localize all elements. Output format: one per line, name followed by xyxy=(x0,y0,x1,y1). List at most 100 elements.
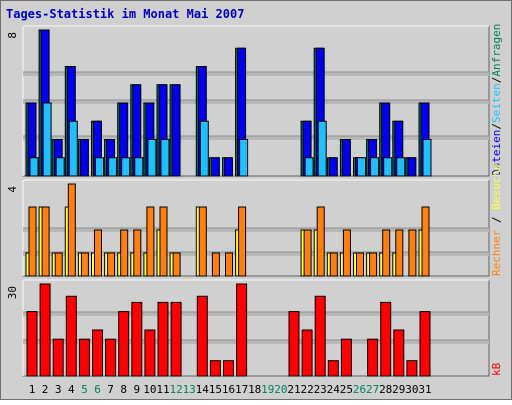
bar-seiten xyxy=(199,120,209,177)
bar-seiten xyxy=(108,157,118,177)
x-tick-label: 26 xyxy=(353,383,366,396)
bar-seiten xyxy=(396,157,406,177)
x-tick-label: 28 xyxy=(379,383,392,396)
bar-seiten xyxy=(68,120,78,177)
legend-anfragen: Anfragen xyxy=(490,24,503,77)
bar-rechner xyxy=(329,252,338,277)
bar-rechner xyxy=(41,206,50,277)
bar-kb xyxy=(78,338,90,377)
bar-rechner xyxy=(94,229,102,277)
x-tick-label: 21 xyxy=(287,383,300,396)
gridline-band xyxy=(23,72,489,76)
x-tick-label: 7 xyxy=(107,383,114,396)
x-tick-label: 13 xyxy=(183,383,196,396)
bar-rechner xyxy=(28,206,37,277)
bar-kb xyxy=(367,338,379,377)
bar-kb xyxy=(65,295,77,377)
x-tick-label: 17 xyxy=(235,383,248,396)
bar-kb xyxy=(52,338,64,377)
bar-kb xyxy=(301,329,313,377)
bar-rechner xyxy=(303,229,312,277)
x-tick-label: 20 xyxy=(274,383,287,396)
x-tick-label: 29 xyxy=(392,383,405,396)
bar-kb xyxy=(105,338,117,377)
bar-rechner xyxy=(356,252,364,277)
bar-rechner xyxy=(342,229,351,277)
x-tick-label: 8 xyxy=(120,383,127,396)
bar-seiten xyxy=(383,157,393,177)
bar-rechner xyxy=(382,229,391,277)
bar-rechner xyxy=(225,252,233,277)
bar-kb xyxy=(131,301,143,377)
legend-text: Dateien/Seiten/Anfragen xyxy=(490,24,503,176)
bar-rechner xyxy=(54,252,63,277)
bar-kb xyxy=(314,295,326,377)
bar-kb xyxy=(327,360,339,377)
x-tick-label: 12 xyxy=(169,383,182,396)
legend-seiten: Seiten xyxy=(490,83,503,123)
bar-seiten xyxy=(29,157,39,177)
bar-rechner xyxy=(67,183,76,277)
x-tick-label: 4 xyxy=(68,383,75,396)
bar-kb xyxy=(419,311,431,377)
x-tick-label: 2 xyxy=(42,383,49,396)
legend-dateien: Dateien xyxy=(490,130,503,176)
bar-seiten xyxy=(422,139,432,177)
x-tick-label: 16 xyxy=(222,383,235,396)
x-tick-label: 30 xyxy=(405,383,418,396)
bar-seiten xyxy=(95,157,104,177)
gridline-band xyxy=(23,340,489,344)
bar-seiten xyxy=(55,157,65,177)
legend-rechner: Rechner xyxy=(490,229,503,276)
x-tick-label: 27 xyxy=(366,383,379,396)
bar-kb xyxy=(380,301,392,377)
panel-middle: 4 xyxy=(6,179,490,277)
bar-rechner xyxy=(408,229,417,277)
bar-rechner xyxy=(395,229,404,277)
bar-kb xyxy=(39,283,51,377)
gridline-band xyxy=(23,252,489,256)
bar-kb xyxy=(288,311,300,377)
x-tick-label: 15 xyxy=(209,383,222,396)
bar-kb xyxy=(196,295,208,377)
gridline-band xyxy=(23,228,489,232)
bar-rechner xyxy=(316,206,325,277)
gridline-band xyxy=(23,136,489,140)
bar-rechner xyxy=(172,252,181,277)
bar-rechner xyxy=(159,206,168,277)
bar-kb xyxy=(92,329,103,377)
x-tick-label: 14 xyxy=(196,383,210,396)
legend-separator: / xyxy=(490,210,503,230)
chart-panels: 8 4 30 xyxy=(6,25,490,377)
bar-seiten xyxy=(134,157,144,177)
bar-rechner xyxy=(107,252,116,277)
bar-kb xyxy=(157,301,169,377)
x-tick-label: 6 xyxy=(94,383,101,396)
bar-rechner xyxy=(146,206,155,277)
bar-dateien xyxy=(171,84,181,177)
x-axis-day-labels: 1 2 3 4 5 6 7 8 9 10 11 12 13 14 15 16 17 18 19 20 21 22 23 24 2… xyxy=(29,383,432,396)
panel-top: 8 xyxy=(6,25,490,177)
bar-seiten xyxy=(121,157,131,177)
x-tick-label: 31 xyxy=(418,383,431,396)
bar-rechner xyxy=(211,252,220,277)
bar-dateien xyxy=(407,157,417,177)
bar-dateien xyxy=(341,139,351,177)
x-tick-label: 3 xyxy=(55,383,62,396)
x-tick-label: 11 xyxy=(156,383,169,396)
chart-title: Tages-Statistik im Monat Mai 2007 xyxy=(6,7,244,21)
x-tick-label: 18 xyxy=(248,383,261,396)
legend-top-panel: Dateien/Seiten/Anfragen xyxy=(490,24,503,176)
legend-besuche: Besuche xyxy=(490,163,503,209)
bar-dateien xyxy=(210,157,220,177)
panel-bottom: 30 xyxy=(6,279,490,377)
bar-rechner xyxy=(238,206,247,277)
x-tick-label: 23 xyxy=(314,383,327,396)
bar-rechner xyxy=(80,252,89,277)
bar-kb xyxy=(144,329,156,377)
gridline-band xyxy=(23,312,489,316)
bar-seiten xyxy=(304,157,314,177)
legend-text: kB xyxy=(490,362,503,376)
bar-seiten xyxy=(317,120,327,177)
